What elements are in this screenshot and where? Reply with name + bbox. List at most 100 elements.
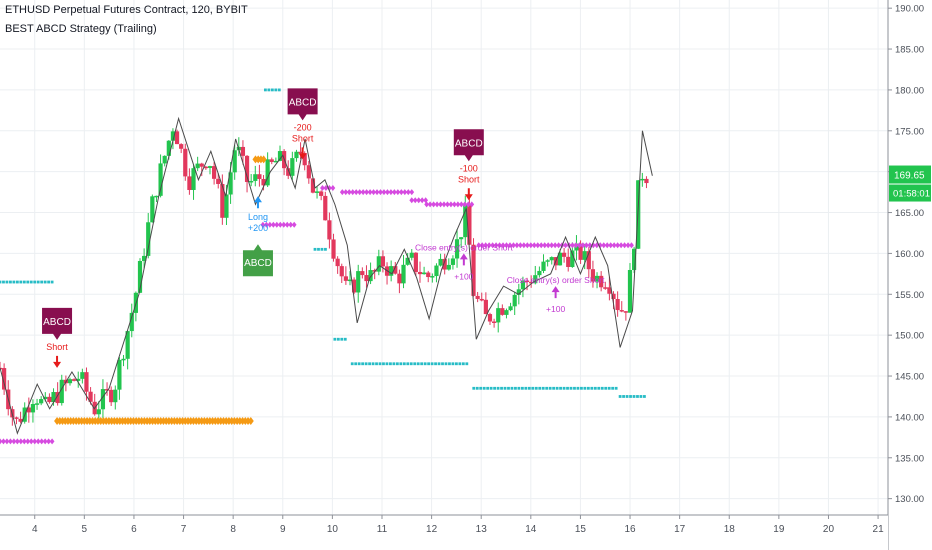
candle	[500, 304, 505, 316]
candle	[520, 276, 526, 298]
candle	[599, 271, 604, 292]
candle	[14, 416, 19, 425]
candle	[541, 254, 546, 274]
y-tick-label: 190.00	[895, 4, 924, 15]
candle	[586, 247, 591, 278]
magenta-marker	[521, 242, 527, 249]
candle	[549, 256, 554, 265]
candle-body	[323, 195, 328, 221]
magenta-marker	[18, 438, 24, 445]
candle-body	[51, 392, 56, 403]
y-tick-label: 175.00	[895, 126, 924, 137]
candle	[34, 398, 40, 410]
x-axis: 4 5 6 7 8 9 10 11 12 13 14 15 16 17 18 19 20 21	[0, 514, 888, 550]
candle	[67, 377, 73, 386]
candle	[487, 312, 493, 325]
candle	[483, 292, 488, 315]
candle	[125, 330, 130, 370]
dot-series-teal	[264, 88, 281, 92]
magenta-marker	[493, 242, 499, 249]
candle-body	[516, 289, 521, 295]
candle-body	[347, 279, 353, 282]
abcd-label: ABCD	[43, 317, 71, 328]
magenta-marker	[486, 242, 492, 249]
teal-marker	[402, 362, 406, 366]
candle	[409, 249, 414, 261]
teal-marker	[604, 386, 608, 390]
candle-body	[327, 220, 332, 240]
candle	[426, 270, 431, 283]
candle-body	[18, 418, 23, 422]
candle-body	[632, 248, 637, 270]
candle-body	[195, 163, 200, 169]
teal-marker	[545, 386, 549, 390]
magenta-marker	[431, 201, 436, 208]
teal-marker	[597, 386, 601, 390]
magenta-marker	[39, 438, 45, 445]
signal-label: Short	[46, 342, 68, 352]
candle	[347, 271, 353, 286]
magenta-marker	[434, 201, 440, 208]
candle-body	[343, 276, 348, 281]
teal-marker	[643, 395, 646, 398]
magenta-marker	[42, 438, 48, 445]
strategy-name[interactable]: BEST ABCD Strategy (Trailing)	[5, 23, 157, 35]
teal-marker	[559, 386, 562, 390]
candle	[0, 361, 3, 370]
x-tick-label: 17	[674, 524, 686, 535]
magenta-marker	[28, 438, 34, 445]
zigzag-line	[0, 116, 653, 435]
magenta-marker	[455, 201, 461, 208]
symbol-title[interactable]: ETHUSD Perpetual Futures Contract, 120, …	[5, 4, 248, 16]
candle	[368, 262, 373, 285]
dot-series-magenta	[0, 438, 55, 445]
candle-body	[88, 391, 93, 402]
signal-long: Long+200 ABCD	[242, 196, 273, 277]
teal-marker	[50, 280, 54, 284]
candle-body	[290, 158, 295, 176]
candle	[146, 213, 151, 259]
teal-marker	[430, 362, 434, 366]
candle	[72, 378, 77, 382]
close-label: Close entry(s) order Short	[415, 242, 513, 252]
signal-label: Short	[292, 133, 314, 143]
candle	[109, 386, 114, 406]
x-tick-label: 4	[32, 524, 38, 535]
magenta-marker	[549, 242, 555, 249]
candle	[640, 172, 645, 187]
x-tick-label: 5	[82, 524, 88, 535]
candle	[327, 212, 332, 249]
candle-body	[524, 280, 530, 282]
candle-body	[479, 298, 484, 301]
dot-series-teal	[313, 247, 327, 251]
candle	[253, 165, 258, 187]
magenta-marker	[21, 438, 27, 445]
magenta-marker	[409, 197, 415, 204]
candle	[360, 267, 365, 279]
candle-body	[640, 178, 645, 181]
close-arrow	[459, 253, 468, 266]
magenta-marker	[479, 242, 485, 249]
candle-body	[0, 367, 3, 370]
abcd-label: ABCD	[244, 258, 272, 269]
teal-marker	[375, 362, 378, 366]
candle	[389, 260, 394, 282]
abcd-badge	[42, 307, 73, 340]
teal-marker	[482, 386, 486, 390]
y-axis: 130.00 135.00 140.00 145.00 150.00 155.00 160.…	[887, 0, 932, 550]
magenta-marker	[604, 242, 610, 249]
candle-body	[39, 399, 44, 404]
teal-marker	[580, 386, 583, 390]
candle-body	[442, 258, 447, 270]
candle-body	[454, 239, 460, 259]
magenta-marker	[385, 189, 390, 196]
candle-body	[438, 258, 443, 266]
candle-body	[487, 314, 493, 322]
candle-body	[26, 407, 31, 413]
candle-body	[356, 271, 361, 293]
candle-body	[273, 160, 278, 163]
candle-body	[183, 148, 188, 177]
magenta-marker	[1, 438, 6, 445]
short-arrow	[53, 355, 62, 368]
candle	[129, 303, 134, 338]
